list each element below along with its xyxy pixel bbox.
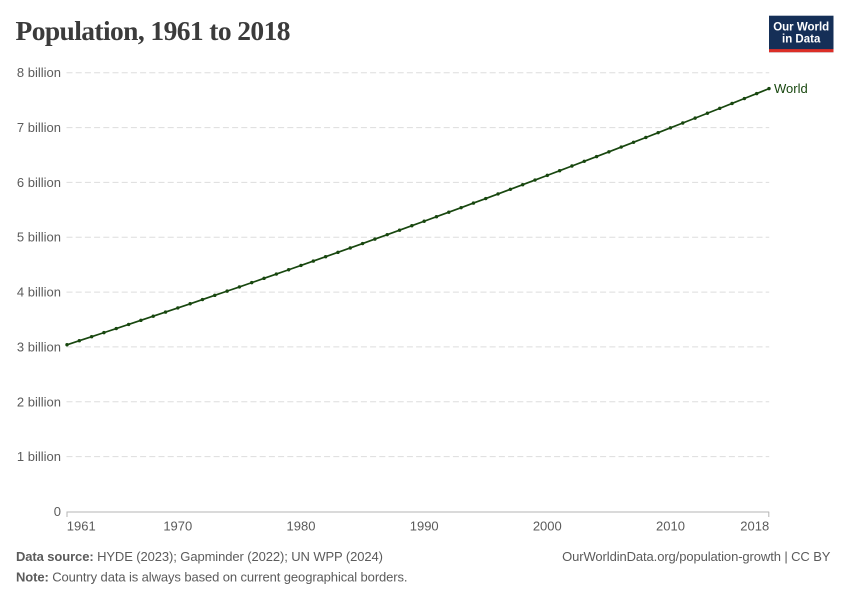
svg-text:Our World: Our World [773, 21, 829, 33]
svg-text:Data source: HYDE (2023); Gapm: Data source: HYDE (2023); Gapminder (202… [16, 549, 383, 564]
svg-text:2 billion: 2 billion [17, 394, 61, 409]
svg-text:1 billion: 1 billion [17, 449, 61, 464]
svg-text:1990: 1990 [410, 519, 439, 534]
svg-text:2018: 2018 [740, 519, 769, 534]
svg-text:7 billion: 7 billion [17, 120, 61, 135]
svg-text:4 billion: 4 billion [17, 285, 61, 300]
svg-text:6 billion: 6 billion [17, 175, 61, 190]
svg-text:2000: 2000 [533, 519, 562, 534]
svg-text:0: 0 [54, 504, 61, 519]
svg-text:World: World [774, 81, 808, 96]
svg-text:1961: 1961 [67, 519, 96, 534]
svg-text:Note: Country data is always b: Note: Country data is always based on cu… [16, 570, 407, 585]
svg-text:2010: 2010 [656, 519, 685, 534]
svg-text:OurWorldinData.org/population-: OurWorldinData.org/population-growth | C… [562, 549, 831, 564]
svg-text:5 billion: 5 billion [17, 230, 61, 245]
svg-text:1980: 1980 [287, 519, 316, 534]
svg-text:in Data: in Data [782, 34, 821, 46]
svg-text:8 billion: 8 billion [17, 65, 61, 80]
svg-text:1970: 1970 [163, 519, 192, 534]
svg-text:3 billion: 3 billion [17, 339, 61, 354]
svg-text:Population, 1961 to 2018: Population, 1961 to 2018 [16, 15, 290, 46]
